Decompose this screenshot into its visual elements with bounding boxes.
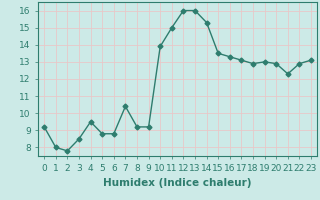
X-axis label: Humidex (Indice chaleur): Humidex (Indice chaleur) xyxy=(103,178,252,188)
